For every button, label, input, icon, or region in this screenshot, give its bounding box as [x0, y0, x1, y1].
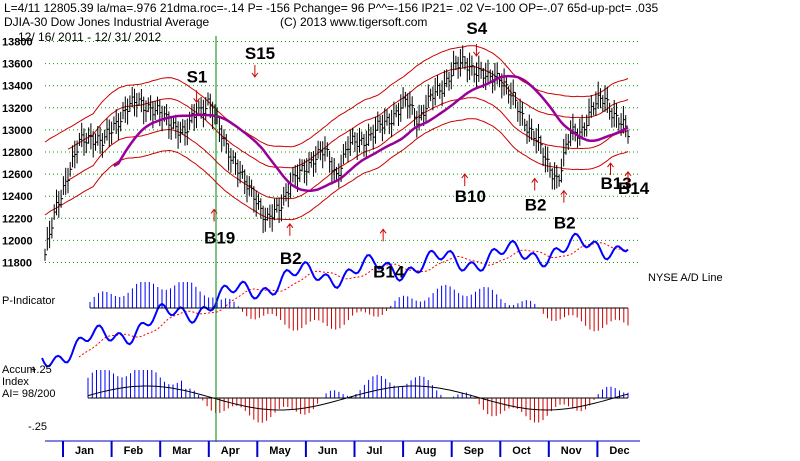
accum-label: Accum	[2, 364, 36, 376]
price-tick-label: 13200	[2, 103, 33, 115]
bollinger-bands	[44, 45, 629, 221]
signal-label: B14	[373, 262, 405, 281]
signal-arrow-head	[624, 171, 632, 177]
price-tick-label: 12600	[2, 169, 33, 181]
index-label: Index	[2, 376, 29, 388]
inner-upper-band	[67, 66, 629, 169]
signal-label: B13	[601, 174, 632, 193]
month-label: Jan	[75, 445, 94, 457]
ai-reading-label: AI= 98/200	[2, 388, 56, 400]
price-bars	[44, 45, 630, 261]
price-tick-label: 12400	[2, 191, 33, 203]
signal-label: S1	[187, 67, 208, 86]
price-tick-label: 13600	[2, 59, 33, 71]
month-label: Jul	[367, 445, 383, 457]
p-indicator-label: P-Indicator	[2, 295, 56, 307]
header-copyright: (C) 2013 www.tigersoft.com	[280, 15, 427, 29]
signal-label: B2	[525, 196, 547, 215]
month-label: Nov	[561, 445, 583, 457]
accum-index-panel	[87, 370, 629, 423]
signal-arrow-head	[251, 72, 259, 78]
signal-arrow-head	[379, 228, 387, 234]
header-title: DJIA-30 Dow Jones Industrial Average	[4, 15, 210, 29]
month-label: Feb	[124, 445, 144, 457]
lower-band	[44, 118, 629, 221]
signal-label: B10	[455, 187, 486, 206]
month-label: May	[269, 445, 291, 457]
moving-average-65d	[113, 74, 629, 193]
ma65-line	[113, 74, 629, 193]
signal-label: B2	[554, 214, 576, 233]
price-tick-label: 13000	[2, 125, 33, 137]
month-label: Jun	[318, 445, 338, 457]
accum-minus-level: -.25	[28, 421, 47, 433]
month-label: Oct	[512, 445, 531, 457]
header-date-range: 12/ 16/ 2011 - 12/ 31/ 2012	[18, 30, 162, 44]
p-indicator-panel	[89, 282, 629, 332]
signal-label: S15	[245, 44, 275, 63]
price-tick-label: 12200	[2, 213, 33, 225]
price-tick-label: 12000	[2, 235, 33, 247]
header-stats: L=4/11 12805.39 la/ma=.976 21dma.roc=-.1…	[4, 1, 658, 15]
signal-label: B14	[618, 179, 650, 198]
month-label: Aug	[415, 445, 436, 457]
ad-line-ma	[78, 242, 629, 358]
price-tick-label: 11800	[2, 257, 32, 269]
signal-arrow-head	[286, 222, 294, 229]
month-label: Dec	[609, 445, 629, 457]
ad-line	[41, 232, 629, 368]
signal-label: B19	[204, 228, 235, 247]
price-tick-label: 12800	[2, 147, 33, 159]
ad-line-label: NYSE A/D Line	[648, 272, 723, 284]
accum-ma-line	[87, 385, 629, 411]
price-tick-label: 13800	[2, 37, 33, 49]
month-label: Apr	[221, 445, 241, 457]
signal-arrow-head	[473, 51, 480, 57]
month-label: Mar	[172, 445, 192, 457]
signal-arrow-head	[560, 189, 568, 195]
signal-arrow-head	[193, 97, 200, 104]
signal-label: B2	[280, 249, 302, 268]
signal-label: S4	[466, 19, 487, 38]
month-axis: Jan Feb Mar Apr May Jun Jul Aug Sep Oct Nov Dec	[45, 440, 640, 457]
price-gridlines	[45, 41, 640, 263]
signal-arrow-head	[461, 173, 469, 179]
price-axis-ticks: 11800 12000 12200 12400 12600 12800 13000 13200…	[2, 37, 33, 270]
nyse-ad-line	[41, 232, 629, 368]
accum-plus-level: +.25	[30, 364, 52, 376]
price-tick-label: 13400	[2, 81, 33, 93]
signal-arrow-head	[607, 162, 614, 168]
signal-arrow-head	[531, 177, 539, 183]
month-label: Sep	[464, 445, 484, 457]
